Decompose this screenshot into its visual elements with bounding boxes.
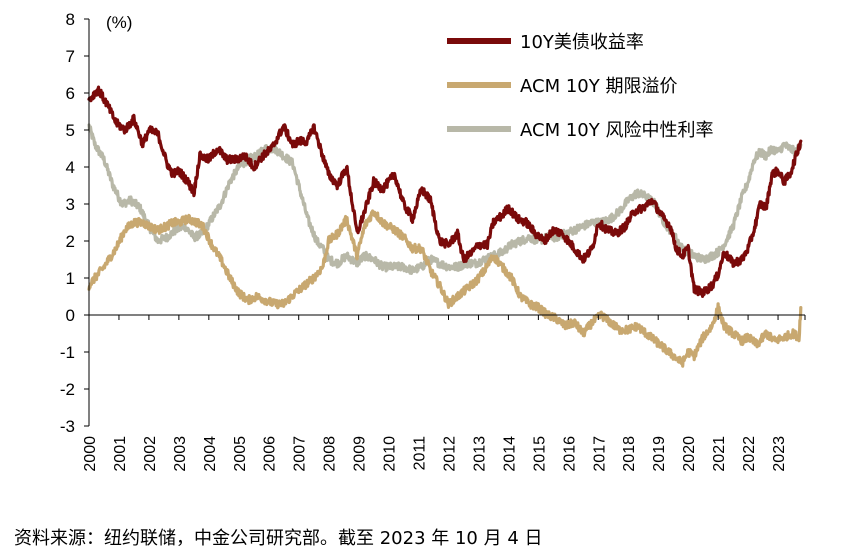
line-chart: -3 -2 -1 0 1 2 3 4 5 6 7 8 2000 2001 2002 2003 2004 2005 2… <box>60 10 806 472</box>
series-lines <box>87 85 803 368</box>
x-tick-label: 2020 <box>681 436 698 472</box>
legend-label-2: ACM 10Y 风险中性利率 <box>520 120 713 141</box>
y-tick-label: -3 <box>60 417 75 436</box>
legend-label-1: ACM 10Y 期限溢价 <box>520 76 677 97</box>
x-tick-label: 2016 <box>561 436 578 472</box>
y-tick-label: 7 <box>66 47 75 66</box>
y-tick-label: -1 <box>60 343 75 362</box>
x-tick-label: 2019 <box>651 436 668 472</box>
x-tick-label: 2000 <box>82 436 99 472</box>
x-tick-label: 2004 <box>202 436 219 472</box>
x-tick-label: 2023 <box>771 436 788 472</box>
x-tick-label: 2017 <box>591 436 608 472</box>
y-tick-label: 1 <box>66 269 75 288</box>
x-tick-label: 2009 <box>352 436 369 472</box>
y-tick-label: 0 <box>66 306 75 325</box>
y-tick-label: 3 <box>66 195 75 214</box>
chart-legend: 10Y美债收益率 ACM 10Y 期限溢价 ACM 10Y 风险中性利率 <box>447 32 713 141</box>
legend-label-0: 10Y美债收益率 <box>520 32 644 53</box>
x-tick-label: 2010 <box>382 436 399 472</box>
x-tick-label: 2001 <box>112 436 129 472</box>
series-line-0 <box>87 85 803 298</box>
x-tick-label: 2008 <box>322 436 339 472</box>
x-tick-label: 2005 <box>232 436 249 472</box>
x-tick-label: 2021 <box>711 436 728 472</box>
y-unit-label: (%) <box>106 13 132 32</box>
x-tick-label: 2012 <box>442 436 459 472</box>
y-tick-label: 8 <box>66 10 75 29</box>
y-tick-label: 2 <box>66 232 75 251</box>
x-tick-label: 2011 <box>412 436 429 471</box>
y-tick-label: 5 <box>66 121 75 140</box>
y-tick-label: 6 <box>66 84 75 103</box>
x-tick-label: 2013 <box>472 436 489 472</box>
source-note: 资料来源：纽约联储，中金公司研究部。截至 2023 年 10 月 4 日 <box>14 528 543 549</box>
x-tick-label: 2003 <box>172 436 189 472</box>
x-tick-label: 2015 <box>531 436 548 472</box>
x-tick-label: 2002 <box>142 436 159 472</box>
x-tick-label: 2018 <box>621 436 638 472</box>
chart-axes: -3 -2 -1 0 1 2 3 4 5 6 7 8 2000 2001 2002 2003 2004 2005 2… <box>60 10 806 472</box>
x-tick-label: 2014 <box>501 436 518 472</box>
x-tick-label: 2022 <box>741 436 758 472</box>
x-tick-label: 2007 <box>292 436 309 472</box>
x-tick-label: 2006 <box>262 436 279 472</box>
series-line-2 <box>87 123 803 275</box>
series-line-1 <box>87 209 803 368</box>
y-tick-label: 4 <box>66 158 75 177</box>
y-tick-label: -2 <box>60 380 75 399</box>
